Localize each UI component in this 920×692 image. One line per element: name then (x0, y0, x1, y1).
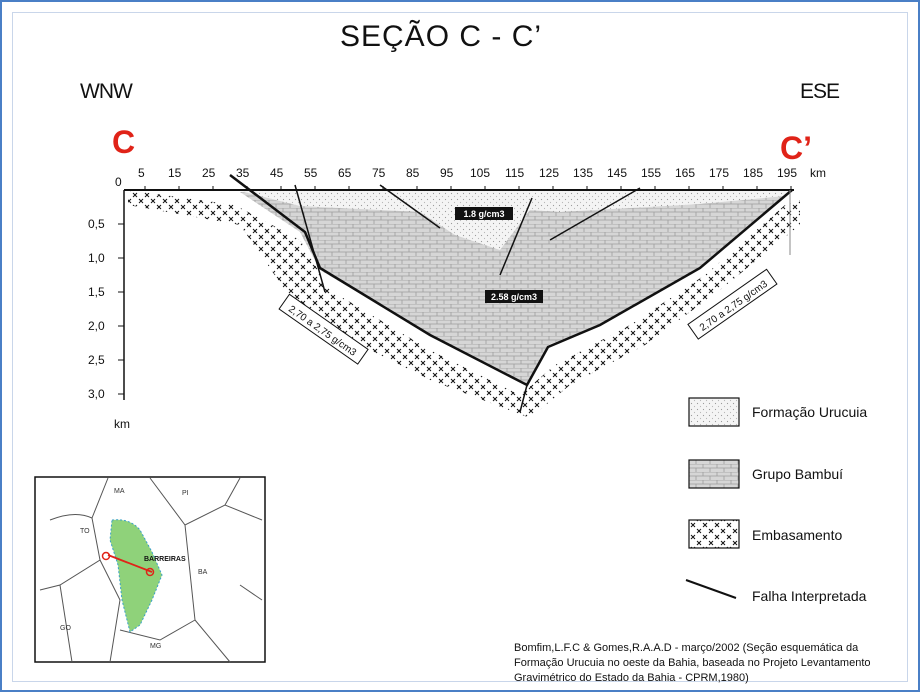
x-tick-label: 165 (675, 166, 695, 180)
y-tick-label: 2,0 (88, 319, 105, 333)
x-tick-label: 85 (406, 166, 420, 180)
inset-map: MA PI TO BA GO MG BARREIRAS (34, 476, 266, 663)
source-line: Formação Urucuia no oeste da Bahia, base… (514, 657, 871, 669)
x-tick-label: 135 (573, 166, 593, 180)
source-citation: Bomfim,L.F.C & Gomes,R.A.A.D - março/200… (514, 641, 914, 686)
x-tick-label: 95 (440, 166, 454, 180)
x-tick-label: 185 (743, 166, 763, 180)
x-tick-label: 25 (202, 166, 216, 180)
legend-swatch-embasamento (688, 519, 740, 549)
y-tick-label: 2,5 (88, 353, 105, 367)
y-tick-label: 0,5 (88, 217, 105, 231)
legend-label-bambui: Grupo Bambuí (752, 466, 844, 482)
bambui-density-label: 2.58 g/cm3 (491, 292, 537, 302)
legend-label-falha: Falha Interpretada (752, 588, 867, 604)
inset-state-label: MG (150, 643, 161, 650)
x-tick-label: 65 (338, 166, 352, 180)
fault-line (379, 184, 441, 229)
legend-swatch-bambui (688, 459, 740, 489)
x-tick-label: 55 (304, 166, 318, 180)
x-tick-label: 75 (372, 166, 386, 180)
x-tick-label: 5 (138, 166, 145, 180)
fault-line (499, 197, 533, 276)
embasamento-band (128, 190, 800, 418)
source-line: Bomfim,L.F.C & Gomes,R.A.A.D - março/200… (514, 642, 859, 654)
urucuia-density-label: 1.8 g/cm3 (463, 209, 504, 219)
legend-label-embasamento: Embasamento (752, 527, 843, 543)
y-tick-label: 1,5 (88, 285, 105, 299)
x-tick-label: 115 (505, 166, 524, 180)
x-tick-label: 15 (168, 166, 182, 180)
y-tick-label: 1,0 (88, 251, 105, 265)
x-tick-label: 195 (777, 166, 797, 180)
x-tick-label: 125 (539, 166, 559, 180)
legend-swatch-falha (685, 579, 737, 599)
direction-west: WNW (80, 80, 133, 103)
endpoint-start: C (112, 124, 136, 160)
bambui-body (240, 192, 785, 385)
inset-city-label: BARREIRAS (144, 556, 186, 563)
x-axis-unit: km (810, 166, 826, 180)
x-tick-label: 145 (607, 166, 627, 180)
inset-state-label: PI (182, 490, 189, 497)
inset-state-label: TO (80, 528, 90, 535)
direction-east: ESE (800, 80, 840, 103)
source-line: Gravimétrico do Estado da Bahia - CPRM,1… (514, 672, 749, 684)
fault-line (549, 187, 641, 241)
x-tick-label: 105 (470, 166, 490, 180)
y-tick-label: 3,0 (88, 387, 105, 401)
x-tick-label: 45 (270, 166, 284, 180)
inset-state-label: BA (198, 569, 208, 576)
y-axis: 0,5 1,0 1,5 2,0 2,5 3,0 km (88, 190, 130, 431)
section-title: SEÇÃO C - C’ (340, 20, 543, 53)
x-tick-label: 35 (236, 166, 250, 180)
inset-state-label: MA (114, 488, 125, 495)
legend-swatch-urucuia (688, 397, 740, 427)
fault-line (294, 184, 326, 293)
fault-line (519, 384, 528, 413)
legend-label-urucuia: Formação Urucuia (752, 404, 868, 420)
inner-frame (12, 12, 908, 682)
endpoint-end: C’ (780, 130, 812, 166)
x-origin-label: 0 (115, 175, 122, 189)
x-axis-ticks: 0 5 15 25 35 45 55 65 75 85 95 105 115 1… (115, 166, 826, 190)
x-tick-label: 155 (641, 166, 661, 180)
x-tick-label: 175 (709, 166, 729, 180)
y-axis-unit: km (114, 417, 130, 431)
inset-state-label: GO (60, 625, 71, 632)
